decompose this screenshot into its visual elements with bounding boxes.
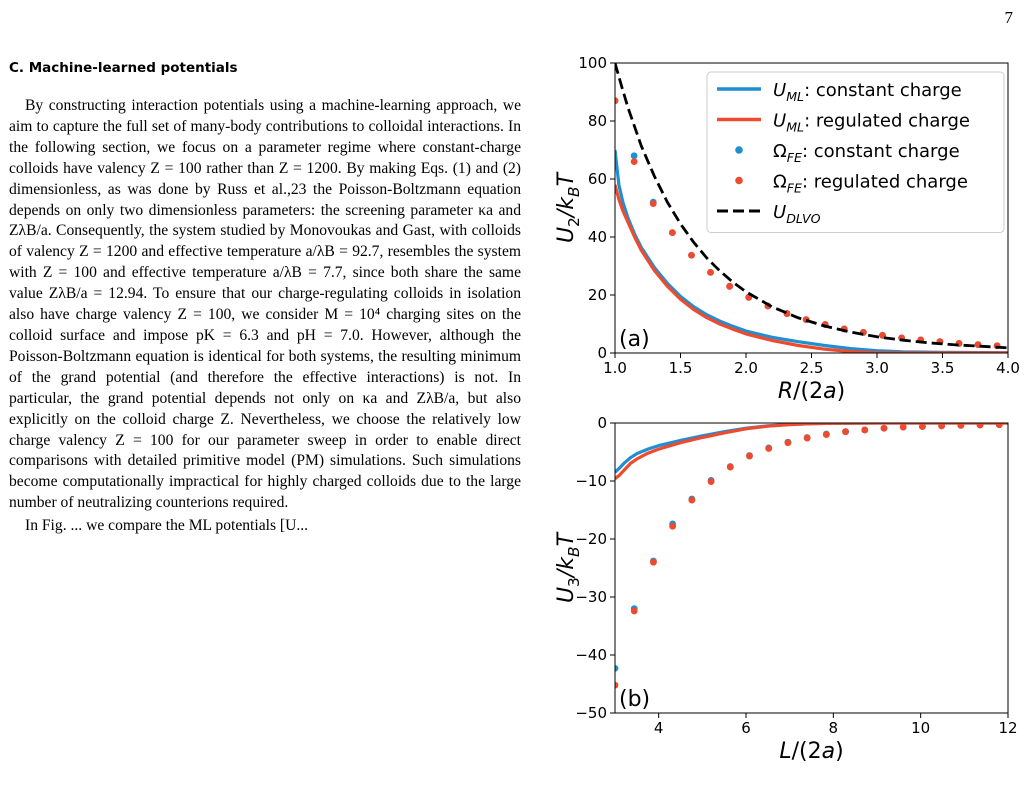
y-axis-label: U3/kBT	[554, 531, 583, 603]
series-point-3	[630, 607, 638, 615]
legend-label: ΩFE: regulated charge	[773, 172, 968, 196]
x-tick-label: 2.0	[734, 359, 758, 377]
legend-swatch-marker	[735, 176, 743, 185]
chart-panel-b: 4 6 8 10 12 0 −10 −20 −30 −40 −50 L/(2a) U3/kBT (b)	[554, 414, 1018, 764]
x-tick-label: 8	[829, 719, 839, 737]
y-tick-label: −50	[575, 704, 607, 722]
series-line-4	[615, 63, 1008, 350]
y-tick-label: −10	[575, 472, 607, 490]
series-point-3	[726, 282, 734, 290]
x-tick-label: 3.5	[931, 359, 955, 377]
series-point-2	[630, 152, 638, 160]
series-point-3	[995, 423, 1003, 429]
series-point-3	[880, 424, 888, 432]
plot-area	[615, 423, 1008, 689]
legend-label: UML: regulated charge	[773, 111, 970, 135]
legend-label: ΩFE: constant charge	[773, 141, 960, 165]
x-tick-label: 10	[911, 719, 930, 737]
series-point-3	[688, 251, 695, 259]
legend-swatch-marker	[735, 146, 743, 154]
figure-svg: 1.0 1.5 2.0 2.5 3.0 3.5 4.0020406080100R/(2a)U…	[554, 54, 1020, 764]
y-tick-label: −30	[575, 588, 607, 606]
series-point-3	[938, 423, 946, 430]
x-tick-label: 4	[654, 719, 664, 737]
legend-label: UML: constant charge	[773, 80, 962, 104]
series-point-3	[688, 496, 696, 504]
x-tick-label: 1.5	[669, 359, 693, 377]
series-point-3	[976, 423, 984, 429]
y-tick-label: 20	[588, 286, 607, 304]
chart-panel-a: 1.0 1.5 2.0 2.5 3.0 3.5 4.0 0 20 40 60 80 100 R/(2a) U…	[554, 54, 1020, 404]
y-tick-label: 60	[588, 170, 607, 188]
x-axis-label: R/(2a)	[778, 379, 845, 404]
series-point-3	[765, 445, 773, 452]
series-point-3	[615, 97, 619, 105]
series-point-3	[726, 463, 734, 471]
series-point-3	[707, 478, 715, 485]
x-tick-label: 1.0	[603, 359, 627, 377]
x-tick-label: 3.0	[865, 359, 889, 377]
figure: 1.0 1.5 2.0 2.5 3.0 3.5 4.0 0 20 40 60 80 100 R/(2a) U…	[540, 45, 1029, 791]
page-number: 7	[1004, 8, 1014, 27]
series-point-3	[957, 423, 965, 429]
x-tick-label: 4.0	[996, 359, 1020, 377]
series-point-3	[746, 452, 753, 460]
series-point-3	[615, 681, 619, 689]
y-tick-label: 80	[588, 112, 607, 130]
series-line-0	[615, 423, 1008, 474]
series-point-3	[668, 229, 676, 237]
y-tick-label: 40	[588, 228, 607, 246]
panel-label: (b)	[619, 687, 650, 712]
series-line-1	[615, 184, 1008, 353]
series-point-3	[861, 426, 869, 434]
x-tick-label: 2.5	[800, 359, 824, 377]
series-point-3	[649, 200, 657, 208]
series-point-3	[842, 428, 849, 436]
next-paragraph-start: In Fig. ... we compare the ML potentials…	[25, 517, 309, 535]
series-point-3	[669, 522, 677, 530]
axes-frame	[614, 422, 1009, 714]
series-point-3	[899, 423, 907, 431]
y-tick-label: 0	[597, 414, 607, 432]
text-column: C. Machine-learned potentials By constru…	[9, 50, 521, 537]
body-paragraph: By constructing interaction potentials u…	[9, 97, 521, 512]
section-heading: C. Machine-learned potentials	[9, 60, 238, 76]
y-tick-label: 100	[578, 54, 607, 72]
series-point-3	[919, 423, 926, 430]
series-point-3	[784, 439, 792, 447]
series-line-1	[615, 423, 1008, 480]
series-point-3	[822, 431, 830, 438]
series-point-3	[630, 158, 638, 165]
series-point-3	[650, 558, 657, 566]
y-tick-label: −20	[575, 530, 607, 548]
x-axis-label: L/(2a)	[779, 739, 843, 764]
series-point-2	[615, 664, 619, 672]
plot-area	[615, 63, 1008, 353]
y-tick-label: −40	[575, 646, 607, 664]
y-tick-label: 0	[597, 344, 607, 362]
legend-box	[706, 71, 1005, 233]
x-tick-label: 6	[741, 719, 751, 737]
y-axis-label: U2/kBT	[554, 171, 583, 243]
legend-label: UDLVO	[773, 202, 821, 226]
series-point-3	[707, 268, 714, 276]
series-point-3	[803, 434, 811, 442]
x-tick-label: 12	[998, 719, 1017, 737]
panel-label: (a)	[619, 327, 650, 352]
